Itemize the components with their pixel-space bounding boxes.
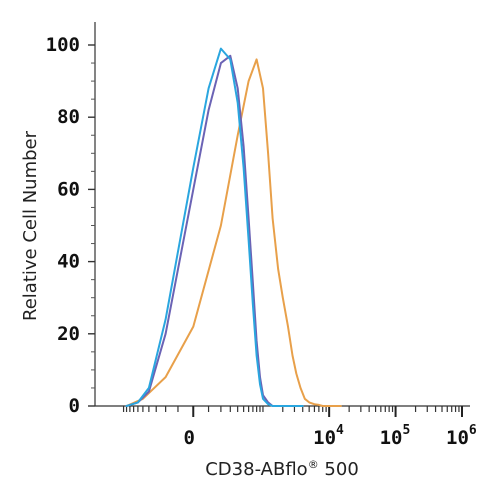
y-tick-label: 20 <box>57 323 80 345</box>
x-axis-title-suffix: 500 <box>319 459 359 480</box>
series-line-3 <box>125 47 304 407</box>
x-tick-label: 105 <box>380 423 411 449</box>
x-axis-title-main: CD38-ABflo <box>205 459 307 480</box>
y-axis-title: Relative Cell Number <box>20 130 41 321</box>
x-tick-label-exponent: 4 <box>336 423 344 438</box>
y-tick-label: 40 <box>57 251 80 273</box>
x-tick-label-base: 10 <box>313 427 336 449</box>
y-tick-label: 0 <box>69 395 80 417</box>
series-layer <box>125 47 342 407</box>
y-tick-label: 100 <box>46 34 80 56</box>
x-tick-label: 106 <box>446 423 477 449</box>
x-tick-label-base: 10 <box>446 427 469 449</box>
x-tick-label-exponent: 6 <box>469 423 477 438</box>
x-tick-label-base: 10 <box>380 427 403 449</box>
x-tick-label: 104 <box>313 423 344 449</box>
x-tick-label-exponent: 5 <box>402 423 410 438</box>
y-tick-label: 80 <box>57 106 80 128</box>
series-line-1 <box>125 58 342 407</box>
y-ticks: 0 20 40 60 80 100 <box>46 34 95 417</box>
y-tick-label: 60 <box>57 178 80 200</box>
x-axis-title: CD38-ABflo® 500 <box>205 458 359 480</box>
series-line-2 <box>125 54 304 407</box>
x-ticks: 0 104 105 106 <box>122 406 477 449</box>
x-tick-label: 0 <box>184 427 195 449</box>
x-axis-title-symbol: ® <box>308 458 319 471</box>
